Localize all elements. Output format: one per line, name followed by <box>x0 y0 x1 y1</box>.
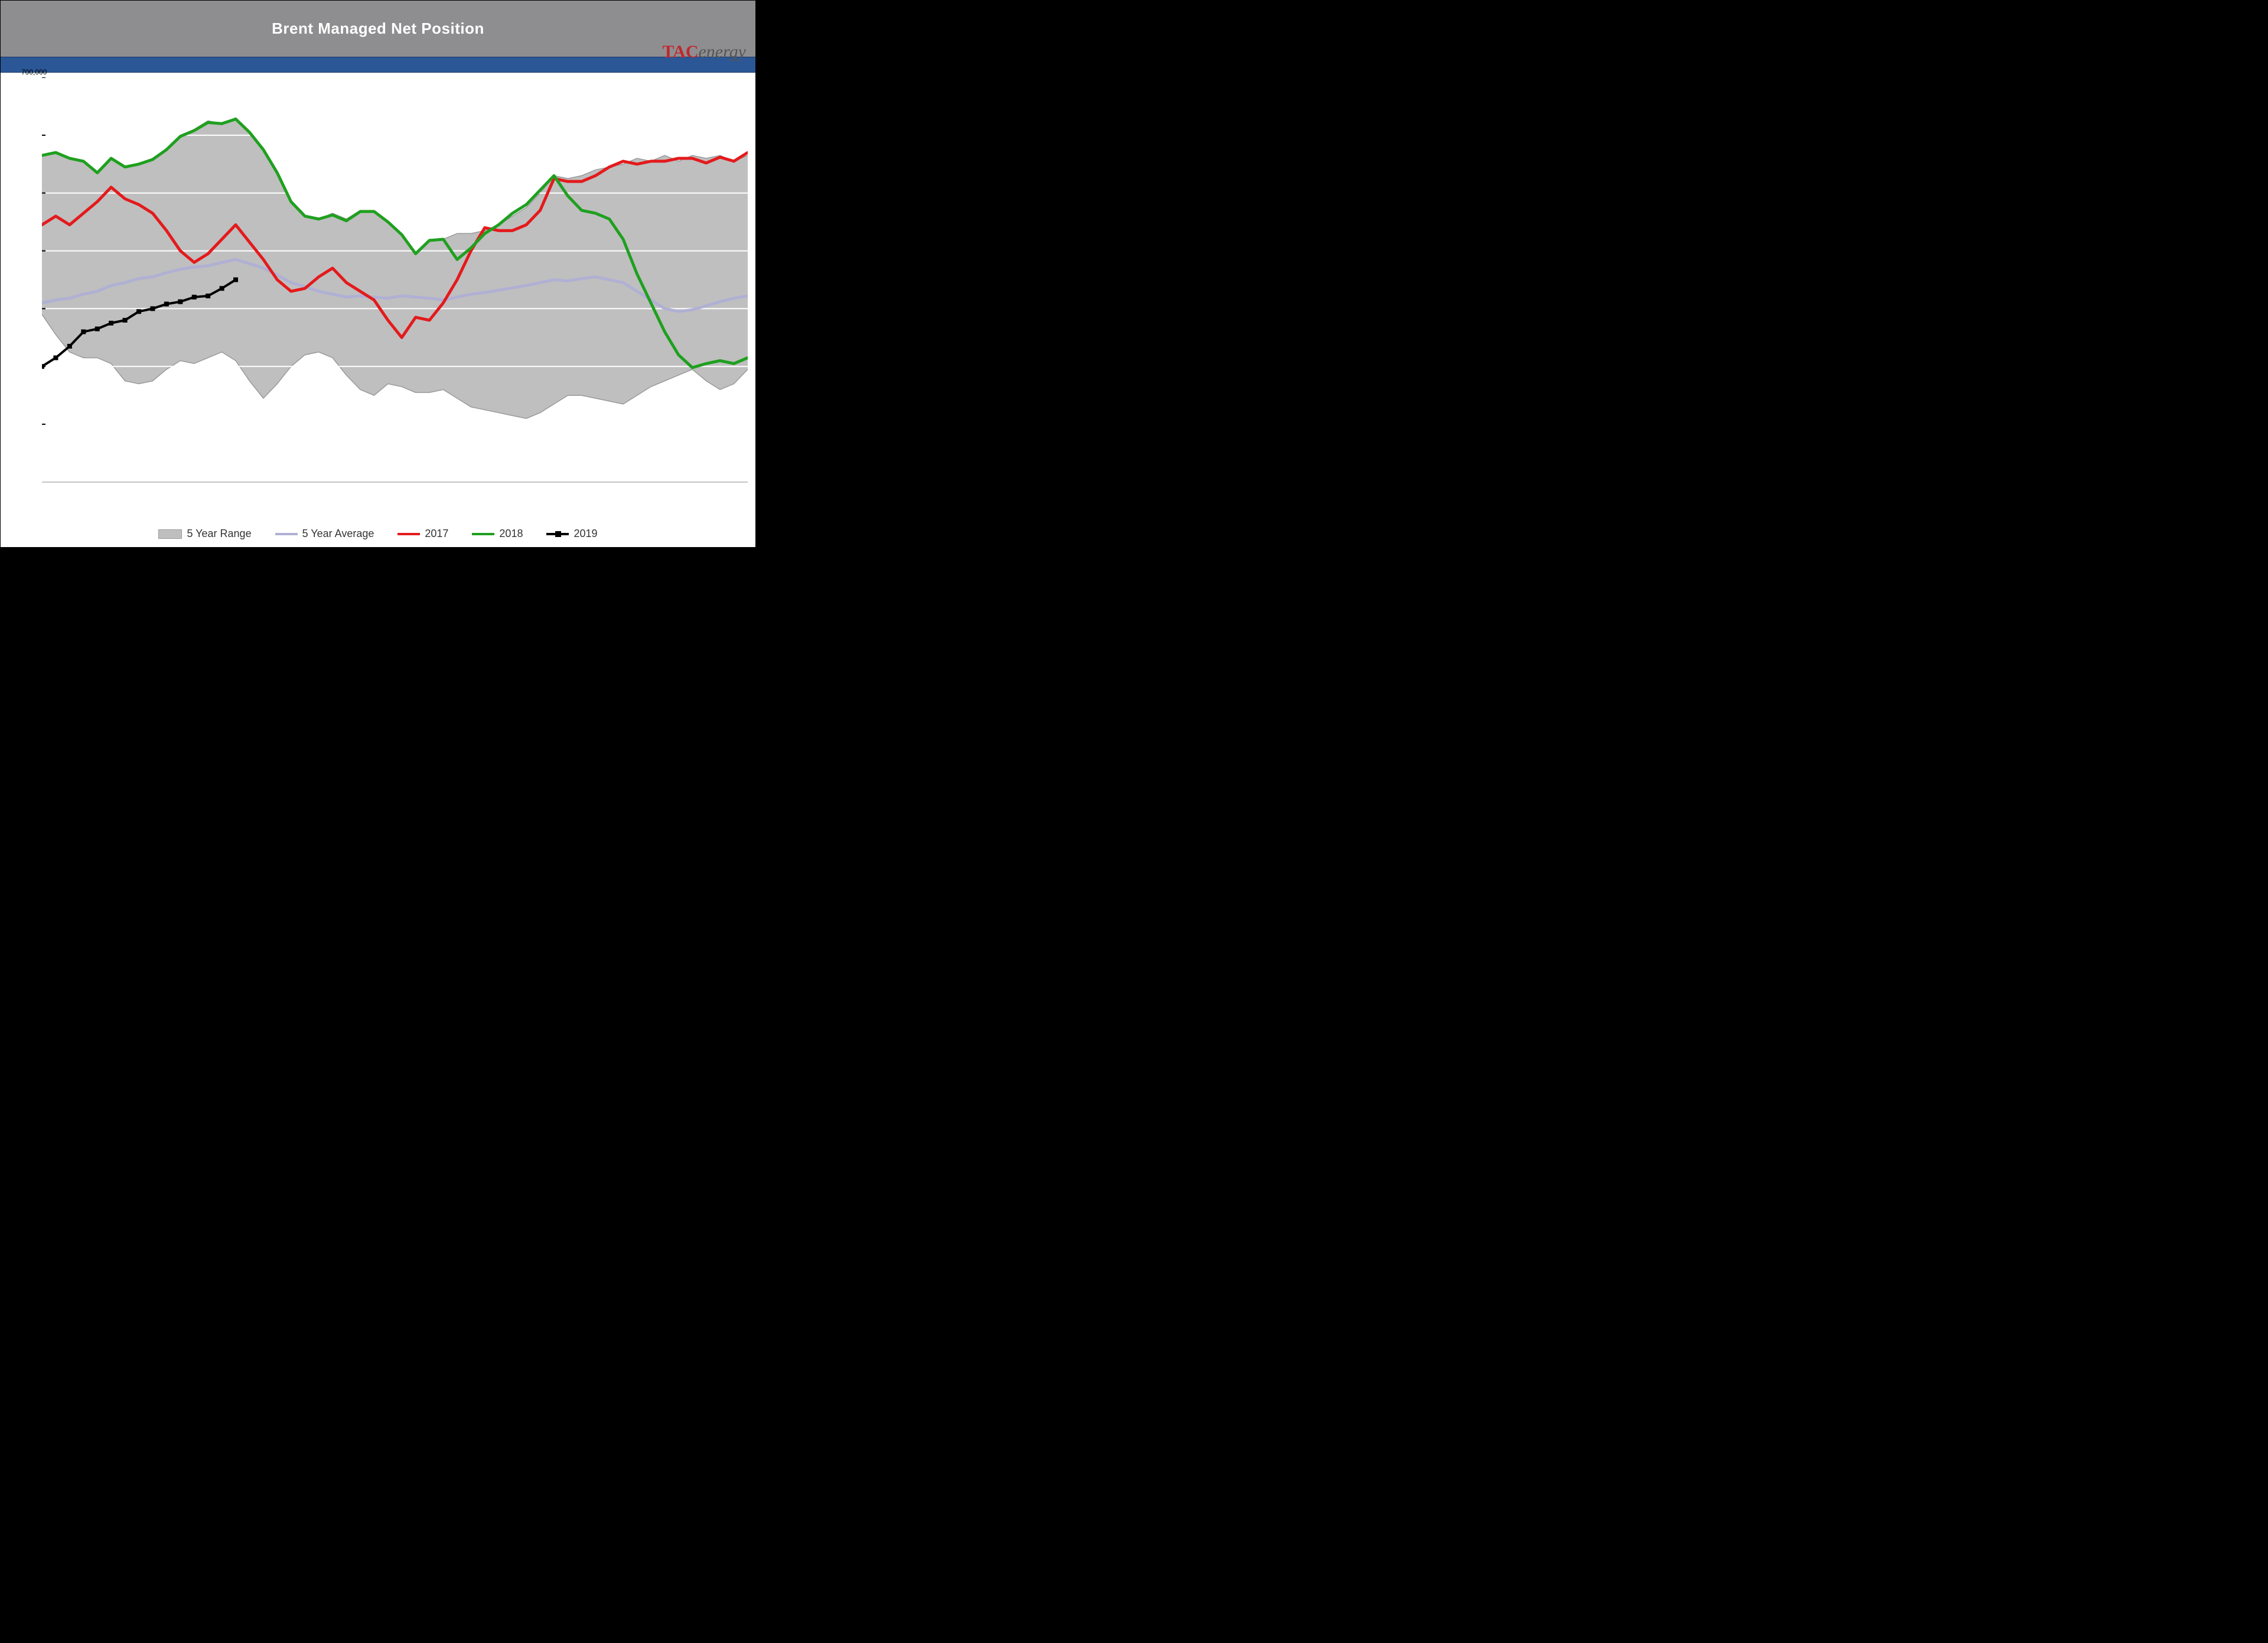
logo-part-c: C <box>686 42 699 61</box>
y-axis-max-label: 700,000 <box>21 68 47 76</box>
chart-inner: Brent Managed Net Position TACenergy 700… <box>1 1 755 547</box>
legend-label: 2018 <box>499 528 523 540</box>
legend-swatch <box>158 529 182 539</box>
logo-part-ta: TA <box>662 42 685 61</box>
legend-label: 2019 <box>573 528 597 540</box>
chart-legend: 5 Year Range 5 Year Average 2017 2018 2019 <box>1 528 755 540</box>
chart-plot <box>42 77 748 515</box>
chart-frame: Brent Managed Net Position TACenergy 700… <box>0 0 756 548</box>
logo-part-energy: energy <box>698 42 746 61</box>
legend-item: 2017 <box>397 528 448 540</box>
legend-line <box>472 533 494 535</box>
legend-item: 5 Year Average <box>275 528 374 540</box>
legend-line-marker <box>546 530 569 538</box>
brand-logo: TACenergy <box>662 42 746 62</box>
legend-label: 2017 <box>425 528 448 540</box>
legend-item: 2018 <box>472 528 523 540</box>
legend-item: 2019 <box>546 528 597 540</box>
legend-line <box>275 533 298 535</box>
chart-title: Brent Managed Net Position <box>1 1 755 57</box>
legend-item: 5 Year Range <box>158 528 251 540</box>
legend-line <box>397 533 420 535</box>
legend-label: 5 Year Range <box>187 528 251 540</box>
legend-label: 5 Year Average <box>302 528 374 540</box>
accent-bar <box>1 57 755 73</box>
